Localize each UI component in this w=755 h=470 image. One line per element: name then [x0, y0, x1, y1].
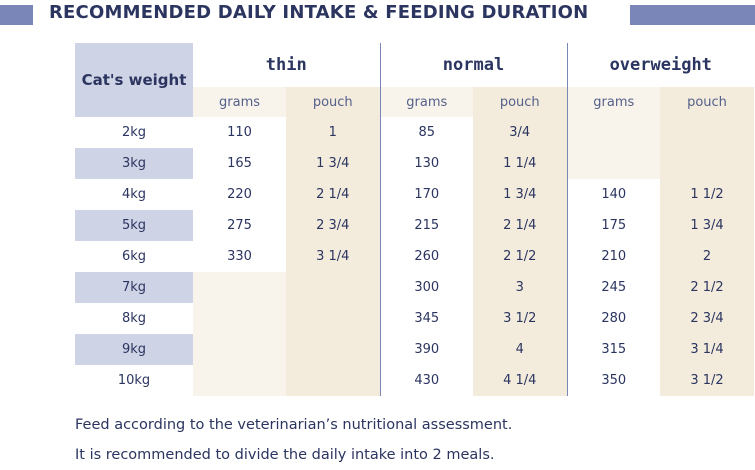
note-line: Feed according to the veterinarian’s nut…: [75, 417, 513, 433]
weight-header: Cat's weight: [75, 43, 193, 117]
pouch-cell: 2 1/4: [473, 210, 567, 241]
grams-cell: 170: [379, 179, 473, 210]
grams-cell: 165: [227, 156, 252, 171]
grams-cell: 315: [566, 334, 660, 365]
table-row: 7kg 300 3 245 2 1/2: [75, 272, 754, 303]
pouch-cell: 3 1/4: [286, 241, 380, 272]
pouch-cell: 2 1/4: [286, 179, 380, 210]
subheader-normal-pouch: pouch: [473, 87, 567, 117]
grams-cell: 300: [379, 272, 473, 303]
weight-cell: 10kg: [117, 373, 151, 388]
table-row: 10kg 430 4 1/4 350 3 1/2: [75, 365, 754, 396]
grams-cell: 430: [379, 365, 473, 396]
group-header-overweight: overweight: [566, 43, 754, 87]
pouch-cell: 4 1/4: [473, 365, 567, 396]
grams-cell: 110: [227, 125, 252, 140]
grams-cell: 245: [566, 272, 660, 303]
pouch-cell: 3 1/4: [660, 334, 754, 365]
subheader-overweight-grams: grams: [566, 87, 660, 117]
table-row: 6kg 330 3 1/4 260 2 1/2 210 2: [75, 241, 754, 272]
pouch-cell: 3/4: [473, 117, 567, 148]
pouch-cell: 1 3/4: [286, 148, 380, 179]
grams-cell: 350: [566, 365, 660, 396]
table-row: 3kg 165 1 3/4 130 1 1/4: [75, 148, 754, 179]
intake-table: Cat's weight thin normal overweight gram…: [75, 43, 754, 396]
pouch-cell: [286, 272, 380, 303]
group-header-thin: thin: [265, 55, 307, 75]
pouch-cell: [660, 148, 754, 179]
title-accent-left: [0, 5, 33, 25]
table-row: 9kg 390 4 315 3 1/4: [75, 334, 754, 365]
note-line: It is recommended to divide the daily in…: [75, 447, 495, 463]
pouch-cell: 2: [660, 241, 754, 272]
pouch-cell: 3: [473, 272, 567, 303]
weight-cell: 2kg: [121, 125, 147, 140]
pouch-cell: 2 3/4: [286, 210, 380, 241]
grams-cell: 210: [566, 241, 660, 272]
grams-cell: [193, 303, 286, 334]
subheader-thin-grams: grams: [193, 87, 286, 117]
grams-cell: 215: [379, 210, 473, 241]
pouch-cell: [660, 117, 754, 148]
grams-cell: 85: [379, 117, 473, 148]
grams-cell: 275: [227, 218, 252, 233]
weight-cell: 4kg: [121, 187, 147, 202]
page-title: RECOMMENDED DAILY INTAKE & FEEDING DURAT…: [49, 2, 589, 23]
pouch-cell: 1: [286, 117, 380, 148]
weight-cell: 5kg: [75, 210, 193, 241]
pouch-cell: 2 1/2: [473, 241, 567, 272]
title-bar: RECOMMENDED DAILY INTAKE & FEEDING DURAT…: [0, 0, 755, 30]
table-row: 4kg 220 2 1/4 170 1 3/4 140 1 1/2: [75, 179, 754, 210]
grams-cell: [193, 334, 286, 365]
grams-cell: [193, 365, 286, 396]
pouch-cell: 1 3/4: [473, 179, 567, 210]
grams-cell: 140: [566, 179, 660, 210]
notes: Feed according to the veterinarian’s nut…: [75, 410, 512, 470]
subheader-thin-pouch: pouch: [286, 87, 380, 117]
pouch-cell: 1 3/4: [660, 210, 754, 241]
grams-cell: 390: [379, 334, 473, 365]
grams-cell: 175: [566, 210, 660, 241]
weight-cell: 8kg: [121, 311, 147, 326]
pouch-cell: [286, 334, 380, 365]
group-header-normal: normal: [379, 43, 567, 87]
title-accent-right: [630, 5, 755, 25]
pouch-cell: [286, 365, 380, 396]
table-row: 8kg 345 3 1/2 280 2 3/4: [75, 303, 754, 334]
grams-cell: 330: [227, 249, 252, 264]
grams-cell: 260: [379, 241, 473, 272]
weight-cell: 7kg: [75, 272, 193, 303]
pouch-cell: 3 1/2: [473, 303, 567, 334]
grams-cell: 130: [379, 148, 473, 179]
grams-cell: 345: [379, 303, 473, 334]
pouch-cell: 1 1/2: [660, 179, 754, 210]
grams-cell: [566, 148, 660, 179]
weight-cell: 6kg: [121, 249, 147, 264]
grams-cell: 220: [227, 187, 252, 202]
pouch-cell: 4: [473, 334, 567, 365]
grams-cell: [193, 272, 286, 303]
weight-cell: 3kg: [75, 148, 193, 179]
pouch-cell: [286, 303, 380, 334]
pouch-cell: 3 1/2: [660, 365, 754, 396]
pouch-cell: 2 3/4: [660, 303, 754, 334]
table-row: 2kg 110 1 85 3/4: [75, 117, 754, 148]
subheader-normal-grams: grams: [379, 87, 473, 117]
pouch-cell: 1 1/4: [473, 148, 567, 179]
pouch-cell: 2 1/2: [660, 272, 754, 303]
table-row: 5kg 275 2 3/4 215 2 1/4 175 1 3/4: [75, 210, 754, 241]
grams-cell: 280: [566, 303, 660, 334]
grams-cell: [566, 117, 660, 148]
subheader-overweight-pouch: pouch: [660, 87, 754, 117]
weight-cell: 9kg: [75, 334, 193, 365]
